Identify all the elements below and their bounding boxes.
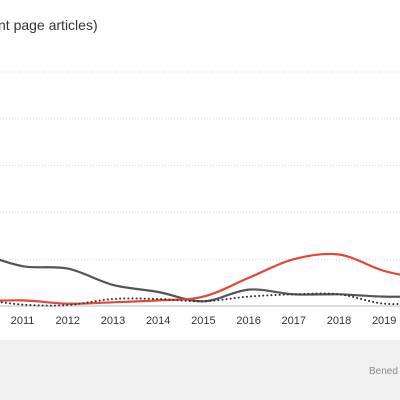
line-chart: 2011 2012 2013 2014 2015 2016 2017 2018 2019 <box>0 71 400 327</box>
x-tick-label: 2013 <box>101 315 125 327</box>
series-lines <box>0 252 400 307</box>
x-tick-label: 2019 <box>372 315 396 327</box>
x-tick-label: 2018 <box>327 315 351 327</box>
x-tick-label: 2014 <box>146 315 170 327</box>
x-tick-label: 2012 <box>56 315 80 327</box>
footer-bar: Bened <box>0 340 400 400</box>
series-line-3 <box>0 292 400 307</box>
x-tick-label: 2016 <box>236 315 260 327</box>
series-line-1 <box>0 258 400 303</box>
credit-text: Bened <box>369 366 398 377</box>
x-tick-label: 2015 <box>191 315 215 327</box>
chart-title: nt page articles) <box>0 17 98 33</box>
x-tick-label: 2011 <box>11 315 35 327</box>
x-tick-label: 2017 <box>282 315 306 327</box>
grid-lines <box>0 71 400 307</box>
series-line-2 <box>0 252 400 305</box>
x-axis-ticks: 2011 2012 2013 2014 2015 2016 2017 2018 2019 <box>11 315 397 327</box>
